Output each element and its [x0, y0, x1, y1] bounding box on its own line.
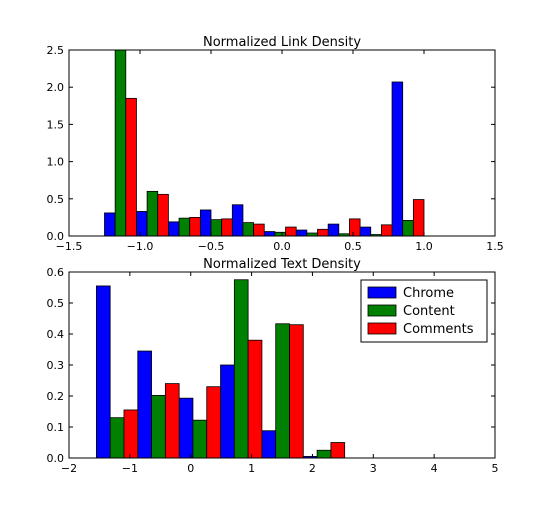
bar-content-4 [242, 222, 254, 237]
x-tick-label: 1.5 [486, 240, 504, 253]
x-tick-label: 5 [492, 462, 499, 475]
bar-chrome-3 [199, 209, 212, 237]
y-tick-label: 0.1 [47, 421, 65, 434]
legend-label-comments: Comments [403, 322, 474, 337]
bar-comments-3 [221, 218, 233, 237]
bar-chrome-1 [137, 350, 152, 459]
bar-content-0 [109, 417, 125, 459]
x-tick-label: 1 [248, 462, 255, 475]
bar-chrome-4 [261, 430, 277, 459]
bar-comments-7 [349, 218, 361, 237]
bar-comments-4 [253, 223, 265, 237]
bar-content-3 [210, 219, 223, 237]
x-tick-label: −0.5 [198, 240, 225, 253]
bar-comments-4 [289, 324, 304, 459]
bar-content-1 [151, 394, 166, 459]
x-tick-label: −1.5 [56, 240, 83, 253]
bar-chrome-4 [231, 204, 244, 237]
bar-comments-5 [330, 442, 346, 459]
bar-content-5 [316, 449, 332, 459]
y-tick-label: 1.0 [47, 156, 65, 169]
bar-chrome-0 [104, 212, 116, 237]
bar-chrome-6 [295, 229, 308, 237]
y-tick-label: 0.6 [47, 266, 65, 279]
chart-title: Normalized Text Density [203, 257, 361, 272]
bar-comments-1 [164, 383, 180, 459]
legend: Chrome Content Comments [360, 279, 488, 343]
bar-comments-0 [123, 409, 139, 459]
y-tick-label: 0.3 [47, 359, 65, 372]
x-tick-label: −1 [122, 462, 138, 475]
bar-content-4 [275, 323, 290, 459]
bar-chrome-0 [95, 285, 111, 459]
bar-chrome-8 [359, 226, 372, 237]
legend-swatch-comments [367, 322, 397, 335]
x-tick-label: 4 [431, 462, 438, 475]
bar-content-0 [114, 49, 127, 237]
y-tick-label: 2.5 [47, 44, 65, 57]
legend-label-content: Content [403, 304, 455, 319]
y-tick-label: 0.0 [47, 452, 65, 465]
bar-content-2 [178, 217, 191, 237]
x-tick-label: 2 [309, 462, 316, 475]
bar-comments-2 [206, 386, 221, 459]
legend-swatch-chrome [367, 286, 397, 299]
bar-comments-6 [317, 228, 329, 237]
bar-comments-5 [285, 226, 297, 237]
chart-title: Normalized Link Density [203, 35, 361, 50]
legend-swatch-content [367, 304, 397, 317]
bar-chrome-9 [391, 81, 404, 237]
y-tick-label: 1.5 [47, 118, 65, 131]
x-tick-label: 0.5 [344, 240, 362, 253]
bar-comments-0 [125, 97, 137, 237]
x-tick-label: −1.0 [127, 240, 154, 253]
bar-content-5 [274, 231, 286, 237]
bar-chrome-1 [136, 211, 148, 237]
bar-comments-2 [189, 216, 201, 237]
bar-chrome-5 [263, 231, 276, 237]
y-tick-label: 0.5 [47, 297, 65, 310]
x-tick-label: −2 [61, 462, 77, 475]
bar-content-1 [146, 190, 159, 237]
bar-comments-9 [412, 199, 425, 237]
bar-chrome-2 [167, 221, 180, 237]
bar-comments-8 [380, 224, 393, 237]
bar-comments-1 [157, 193, 169, 237]
legend-label-chrome: Chrome [403, 286, 454, 301]
x-tick-label: 0.0 [273, 240, 291, 253]
bar-chrome-7 [327, 223, 340, 237]
x-tick-label: 0 [187, 462, 194, 475]
link-density-chart: −1.5 −1.0 −0.5 0.0 0.5 1.0 1.5 0.0 0.5 1.0 1.5 2.0 2… [47, 35, 504, 253]
text-density-chart: −2 −1 0 1 2 3 4 5 0.0 0.1 0.2 0.3 0.4 0.5 0.6 Normalize… [47, 257, 499, 475]
bar-content-2 [192, 419, 208, 459]
y-tick-label: 2.0 [47, 81, 65, 94]
x-tick-label: 3 [370, 462, 377, 475]
bar-chrome-3 [220, 364, 235, 459]
y-tick-label: 0.4 [47, 328, 65, 341]
y-tick-label: 0.0 [47, 230, 65, 243]
bar-content-9 [402, 219, 414, 237]
y-tick-label: 0.5 [47, 193, 65, 206]
x-tick-label: 1.0 [415, 240, 433, 253]
y-tick-label: 0.2 [47, 390, 65, 403]
bar-content-3 [233, 279, 249, 459]
bar-comments-3 [247, 339, 263, 459]
bar-chrome-2 [178, 397, 194, 459]
